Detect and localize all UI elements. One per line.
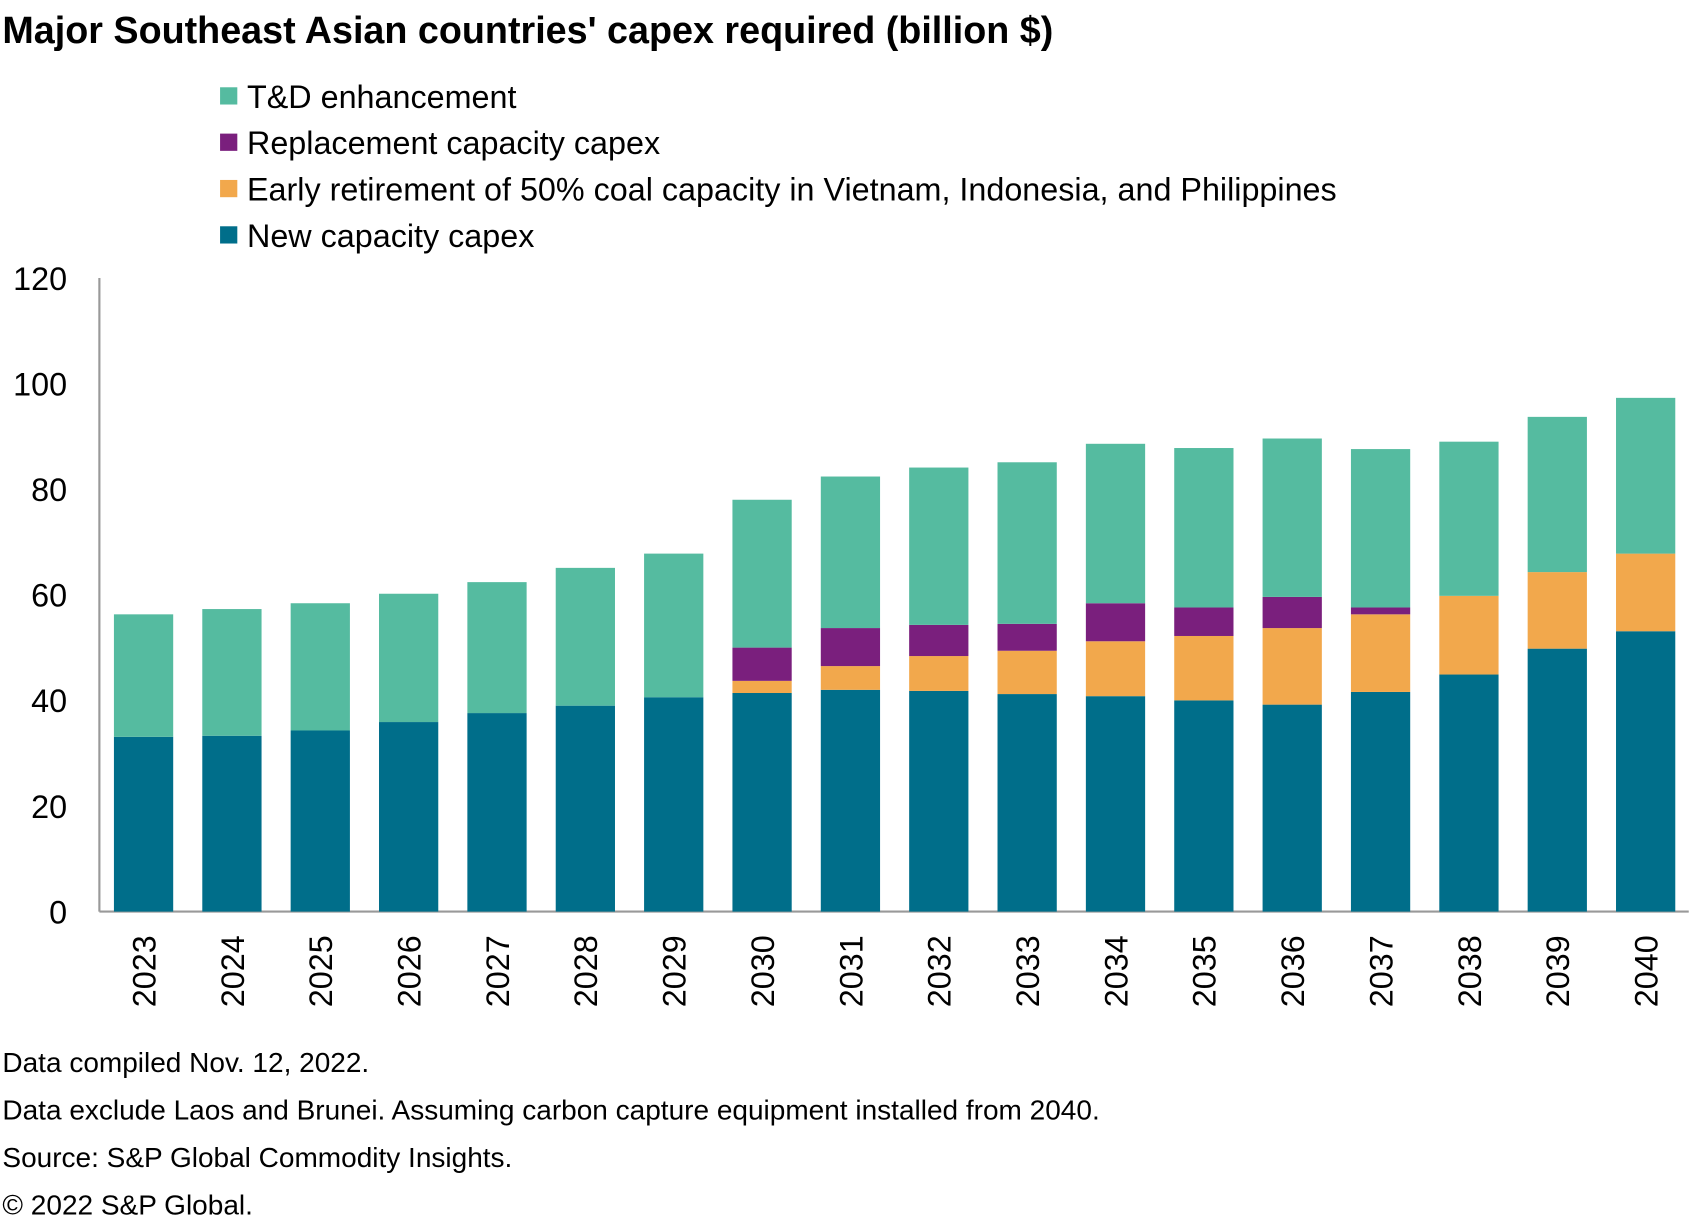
y-tick-label: 100 [13,366,67,402]
bar-segment-2025-new-capacity-capex [290,730,350,912]
y-tick-label: 20 [31,789,67,825]
x-axis-ticks: 2023 2024 2025 2026 2027 2028 2029 2030 2031 2032… [126,935,1664,1007]
legend-swatch-t-d-enhancement [220,87,238,105]
x-tick-label: 2023 [126,935,162,1007]
x-tick-label: 2027 [480,935,516,1007]
y-axis-ticks: 0 20 40 60 80 100 120 [13,261,67,931]
bar-segment-2033-early-retirement-of- [997,650,1057,695]
bar-segment-2029-new-capacity-capex [644,697,704,912]
bar-segment-2036-new-capacity-capex [1262,704,1322,912]
bar-segment-2039-early-retirement-of- [1527,572,1587,649]
x-tick-label: 2040 [1628,935,1664,1007]
bar-segment-2033-replacement-capacity [997,623,1057,651]
bar-segment-2034-early-retirement-of- [1085,641,1146,697]
bar-segment-2027-t-d-enhancement [467,582,527,714]
x-tick-label: 2032 [922,935,958,1007]
bar-segment-2024-new-capacity-capex [202,735,262,912]
x-tick-label: 2025 [303,935,339,1007]
bar-segment-2032-t-d-enhancement [909,467,969,625]
bar-segment-2032-early-retirement-of- [909,656,969,691]
bar-segment-2037-replacement-capacity [1350,607,1411,615]
bar-segment-2038-new-capacity-capex [1439,674,1499,912]
bar-segment-2030-replacement-capacity [732,647,792,681]
x-tick-label: 2034 [1098,935,1134,1007]
bar-segment-2027-new-capacity-capex [467,713,527,912]
bar-segment-2026-t-d-enhancement [379,593,439,723]
note-copyright: © 2022 S&P Global. [2,1189,253,1220]
x-tick-label: 2024 [215,935,251,1007]
bar-segment-2040-early-retirement-of- [1616,553,1676,632]
bar-segment-2030-early-retirement-of- [732,680,792,694]
bar-segment-2040-new-capacity-capex [1616,631,1676,912]
legend-label: New capacity capex [247,218,534,254]
bar-segment-2034-new-capacity-capex [1085,696,1146,912]
x-tick-label: 2026 [391,935,427,1007]
bars [113,397,1676,912]
bar-segment-2034-replacement-capacity [1085,603,1146,642]
x-tick-label: 2029 [657,935,693,1007]
bar-segment-2023-t-d-enhancement [113,614,174,737]
bar-segment-2032-new-capacity-capex [909,690,969,912]
legend-swatch-new-capacity-capex [220,226,238,244]
bar-segment-2036-t-d-enhancement [1262,438,1322,597]
note-compiled: Data compiled Nov. 12, 2022. [2,1047,369,1078]
note-exclusions: Data exclude Laos and Brunei. Assuming c… [2,1095,1099,1126]
bar-segment-2030-new-capacity-capex [732,693,792,912]
bar-segment-2040-t-d-enhancement [1616,397,1676,554]
bar-segment-2031-replacement-capacity [820,628,881,667]
bar-segment-2036-early-retirement-of- [1262,628,1322,705]
x-tick-label: 2028 [568,935,604,1007]
note-source: Source: S&P Global Commodity Insights. [2,1142,512,1173]
bar-segment-2023-new-capacity-capex [113,736,174,912]
bar-segment-2033-t-d-enhancement [997,462,1057,624]
bar-segment-2035-replacement-capacity [1174,607,1234,636]
x-tick-label: 2037 [1363,935,1399,1007]
x-tick-label: 2035 [1187,935,1223,1007]
legend-label: T&D enhancement [247,79,516,115]
bar-segment-2032-replacement-capacity [909,624,969,657]
x-tick-label: 2039 [1540,935,1576,1007]
bar-segment-2035-t-d-enhancement [1174,448,1234,608]
bar-segment-2036-replacement-capacity [1262,596,1322,629]
bar-segment-2028-new-capacity-capex [555,705,615,912]
x-tick-label: 2038 [1452,935,1488,1007]
bar-segment-2026-new-capacity-capex [379,722,439,912]
bar-segment-2031-early-retirement-of- [820,666,881,690]
bar-segment-2024-t-d-enhancement [202,609,262,736]
bar-segment-2037-new-capacity-capex [1350,691,1411,912]
y-tick-label: 0 [49,894,67,930]
bar-segment-2037-t-d-enhancement [1350,449,1411,608]
legend-label: Replacement capacity capex [247,125,660,161]
bar-segment-2025-t-d-enhancement [290,603,350,731]
bar-segment-2031-t-d-enhancement [820,476,881,629]
x-tick-label: 2036 [1275,935,1311,1007]
bar-segment-2035-early-retirement-of- [1174,635,1234,701]
x-tick-label: 2033 [1010,935,1046,1007]
bar-segment-2035-new-capacity-capex [1174,700,1234,912]
y-tick-label: 120 [13,261,67,297]
bar-segment-2039-t-d-enhancement [1527,416,1587,573]
chart-title: Major Southeast Asian countries' capex r… [2,9,1053,51]
x-tick-label: 2031 [833,935,869,1007]
bar-segment-2037-early-retirement-of- [1350,614,1411,692]
bar-segment-2031-new-capacity-capex [820,689,881,912]
legend-label: Early retirement of 50% coal capacity in… [247,171,1337,207]
bar-segment-2038-t-d-enhancement [1439,441,1499,596]
bar-segment-2039-new-capacity-capex [1527,648,1587,912]
bar-segment-2034-t-d-enhancement [1085,443,1146,604]
legend-swatch-replacement-capacity-capex [220,133,238,151]
bar-segment-2028-t-d-enhancement [555,567,615,706]
x-tick-label: 2030 [745,935,781,1007]
legend-swatch-early-retirement-of-50-coal-ca [220,179,238,198]
y-tick-label: 40 [31,683,67,719]
bar-segment-2038-early-retirement-of- [1439,595,1499,675]
legend: T&D enhancement Replacement capacity cape… [220,79,1337,254]
bar-segment-2029-t-d-enhancement [644,553,704,698]
y-tick-label: 60 [31,578,67,614]
bar-segment-2033-new-capacity-capex [997,694,1057,912]
bar-segment-2030-t-d-enhancement [732,499,792,648]
y-tick-label: 80 [31,472,67,508]
